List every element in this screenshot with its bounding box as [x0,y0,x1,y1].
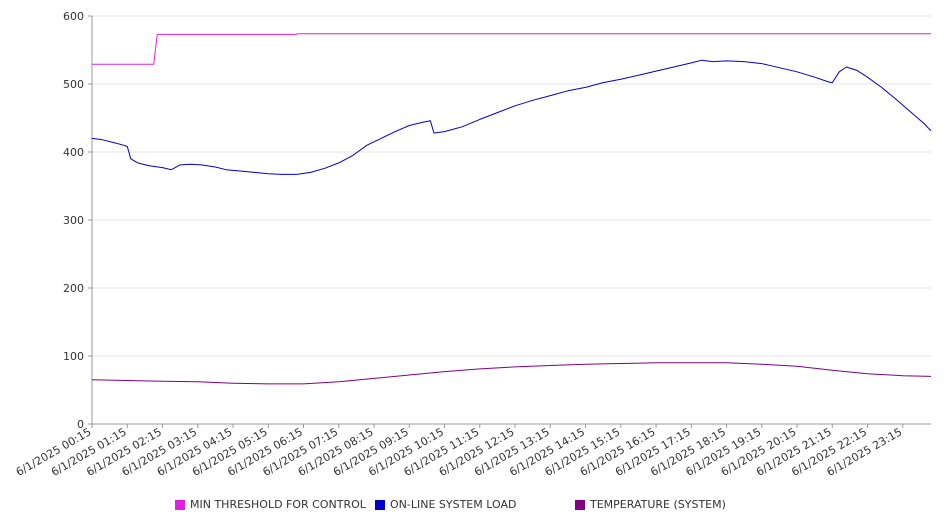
y-tick-label: 600 [63,10,84,23]
y-tick-label: 400 [63,146,84,159]
legend: MIN THRESHOLD FOR CONTROL ON-LINE SYSTEM… [0,498,946,514]
y-tick-label: 0 [77,418,84,431]
legend-item-system-load[interactable]: ON-LINE SYSTEM LOAD [375,498,516,511]
x-axis-ticks: 6/1/2025 00:156/1/2025 01:156/1/2025 02:… [14,424,904,479]
legend-label: MIN THRESHOLD FOR CONTROL [190,498,366,511]
y-axis-ticks: 0 100 200 300 400 500 600 [63,10,92,431]
legend-label: ON-LINE SYSTEM LOAD [390,498,517,511]
legend-label: TEMPERATURE (SYSTEM) [590,498,726,511]
gridlines [92,15,931,357]
y-tick-label: 100 [63,350,84,363]
y-tick-label: 500 [63,78,84,91]
series-lines [91,33,932,385]
legend-item-min-threshold[interactable]: MIN THRESHOLD FOR CONTROL [175,498,366,511]
series-line-1 [91,59,932,175]
legend-swatch [575,499,585,510]
series-line-0 [92,33,931,65]
y-tick-label: 300 [63,214,84,227]
series-line-2 [91,362,932,385]
legend-swatch [375,499,385,510]
legend-item-temperature[interactable]: TEMPERATURE (SYSTEM) [575,498,726,511]
legend-swatch [175,499,185,510]
y-tick-label: 200 [63,282,84,295]
